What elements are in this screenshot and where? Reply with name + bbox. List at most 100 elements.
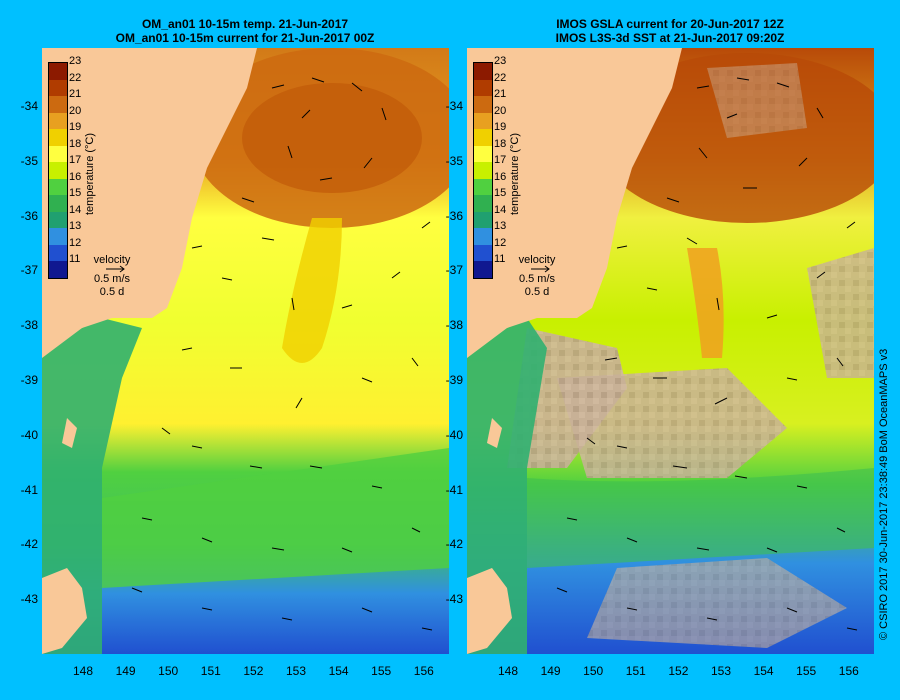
lat-tick-label: -36 (20, 208, 38, 223)
colorbar-swatch (474, 178, 492, 196)
lon-tick-label: 151 (625, 664, 646, 678)
lon-tick-label: 153 (710, 664, 732, 678)
lon-tick-label: 148 (497, 664, 519, 678)
lat-tick-label: -42 (20, 537, 38, 552)
lat-tick-label: -38 (20, 318, 38, 333)
colorbar-label: 19 (69, 121, 82, 134)
right-velocity-label: velocity (518, 254, 556, 266)
lon-tick-label: 156 (838, 664, 859, 678)
lon-tick-label: 149 (540, 664, 561, 678)
left-velocity-values: 0.5 m/s 0.5 d (82, 273, 142, 299)
left-velocity-key: velocity (82, 254, 142, 267)
colorbar-swatch (474, 79, 492, 97)
lat-tick-label: -42 (445, 537, 463, 552)
lon-tick-label: 152 (243, 664, 264, 678)
left-current-arrows (131, 77, 433, 631)
left-map-panel (42, 48, 449, 654)
right-warm-tongue (687, 248, 724, 358)
right-title-line1: IMOS GSLA current for 20-Jun-2017 12Z (556, 17, 784, 31)
lat-tick-label: -40 (20, 427, 38, 442)
right-land-mainland (467, 48, 682, 358)
colorbar-swatch (49, 211, 67, 229)
right-cloud-mask-4 (707, 63, 807, 138)
lon-tick-label: 155 (371, 664, 392, 678)
colorbar-swatch (474, 129, 492, 146)
right-velocity-arrow-icon (531, 265, 550, 273)
right-velocity-speed: 0.5 m/s (518, 273, 556, 285)
lon-tick-label: 148 (72, 664, 94, 678)
right-cloud-mask-5 (587, 558, 847, 648)
colorbar-label: 11 (494, 253, 506, 266)
right-title-line2: IMOS L3S-3d SST at 21-Jun-2017 09:20Z (555, 31, 785, 45)
colorbar-swatch (474, 244, 492, 262)
lat-tick-label: -39 (445, 373, 463, 387)
colorbar-label: 22 (494, 71, 507, 84)
lon-tick-label: 149 (115, 664, 136, 678)
lat-tick-label: -41 (20, 482, 38, 497)
left-velocity-arrow-icon (106, 265, 125, 273)
left-velocity-time: 0.5 d (99, 286, 125, 298)
colorbar-label: 13 (494, 220, 507, 233)
left-title-line2: OM_an01 10-15m current for 21-Jun-2017 0… (115, 31, 375, 45)
colorbar-label: 16 (69, 170, 82, 183)
lon-tick-label: 155 (796, 664, 817, 678)
lat-tick-label: -37 (445, 263, 463, 278)
right-colorbar-title: temperature (°C) (509, 132, 521, 215)
colorbar-swatch (49, 112, 67, 130)
colorbar-swatch (49, 228, 67, 245)
left-colorbar-title: temperature (°C) (84, 132, 96, 215)
colorbar-swatch (49, 145, 67, 163)
right-map-svg (467, 48, 874, 654)
colorbar-label: 13 (69, 220, 82, 233)
left-land-island (62, 418, 77, 448)
right-current-arrows (556, 77, 858, 631)
colorbar-label: 14 (494, 203, 507, 216)
colorbar-label: 18 (494, 137, 507, 150)
left-velocity-label: velocity (93, 254, 131, 266)
lon-tick-label: 152 (668, 664, 689, 678)
lat-tick-label: -39 (20, 373, 38, 387)
colorbar-label: 15 (69, 187, 82, 200)
colorbar-swatch (49, 261, 67, 278)
lat-tick-label: -37 (20, 263, 38, 278)
left-green-band (102, 448, 449, 588)
lat-tick-label: -35 (20, 153, 38, 168)
right-land-tasmania (467, 568, 512, 654)
colorbar-label: 22 (69, 71, 82, 84)
colorbar-swatch (474, 145, 492, 163)
colorbar-label: 23 (69, 55, 82, 67)
colorbar-swatch (474, 96, 492, 113)
colorbar-label: 17 (494, 154, 507, 167)
colorbar-swatch (474, 228, 492, 245)
colorbar-swatch (474, 195, 492, 212)
lon-tick-label: 154 (753, 664, 774, 678)
colorbar-swatch (49, 195, 67, 212)
colorbar-label: 14 (69, 203, 82, 216)
colorbar-swatch (49, 63, 67, 80)
credit-text: © CSIRO 2017 30-Jun-2017 23:38:49 BoM Oc… (878, 348, 890, 640)
lat-tick-label: -34 (20, 99, 38, 113)
colorbar-swatch (49, 79, 67, 97)
right-cloud-mask-3 (807, 248, 874, 378)
colorbar-label: 20 (494, 104, 507, 117)
left-velocity-speed: 0.5 m/s (93, 273, 131, 285)
left-warm-eddy-core (242, 83, 422, 193)
left-land-mainland (42, 48, 257, 358)
colorbar-swatch (474, 63, 492, 80)
right-title: IMOS GSLA current for 20-Jun-2017 12Z IM… (465, 17, 875, 45)
colorbar-label: 16 (494, 170, 507, 183)
right-cloud-mask-2 (557, 368, 787, 478)
right-velocity-values: 0.5 m/s 0.5 d (507, 273, 567, 299)
lon-tick-label: 154 (328, 664, 349, 678)
colorbar-swatch (474, 162, 492, 179)
right-velocity-time: 0.5 d (524, 286, 550, 298)
right-land-island (487, 418, 502, 448)
colorbar-swatch (49, 244, 67, 262)
right-green-band (527, 468, 874, 568)
left-colorbar (48, 62, 68, 279)
colorbar-label: 15 (494, 187, 507, 200)
lat-tick-label: -40 (445, 427, 463, 442)
colorbar-label: 19 (494, 121, 507, 134)
colorbar-label: 23 (494, 55, 507, 67)
colorbar-swatch (49, 129, 67, 146)
